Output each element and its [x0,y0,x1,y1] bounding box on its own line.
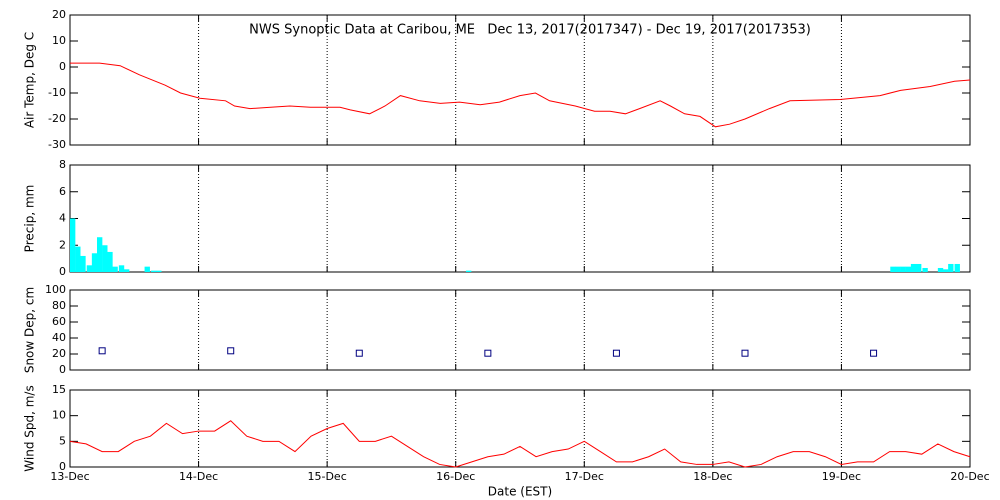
bar [97,237,103,272]
x-tick-label: 17-Dec [565,470,604,483]
x-tick-label: 14-Dec [179,470,218,483]
bar [102,245,108,272]
x-axis-label: Date (EST) [488,485,552,499]
y-tick-label: 40 [52,331,66,344]
y-tick-label: 2 [59,238,66,251]
bar [80,255,86,272]
y-tick-label: -30 [48,138,66,151]
y-tick-label: 100 [45,283,66,296]
x-tick-label: 16-Dec [436,470,475,483]
plot-frame [69,389,971,468]
bar [910,263,917,272]
bar [895,266,901,272]
y-axis-label: Snow Dep, cm [23,287,37,373]
plot-frame [69,164,971,273]
bar [91,253,98,272]
point [355,349,363,357]
point [227,347,235,355]
plot-frame [69,289,971,371]
bar [890,266,896,272]
bar [916,263,922,272]
y-tick-label: 10 [52,409,66,422]
y-tick-label: 15 [52,383,66,396]
y-tick-label: 4 [59,212,66,225]
bar [124,269,130,272]
y-tick-label: 20 [52,347,66,360]
bar [86,265,93,272]
y-tick-label: 6 [59,185,66,198]
point [741,349,749,357]
y-tick-label: -20 [48,112,66,125]
x-tick-label: 18-Dec [693,470,732,483]
y-tick-label: 0 [59,265,66,278]
point [870,349,878,357]
bar [151,270,157,272]
point [612,349,620,357]
y-tick-label: -10 [48,86,66,99]
bar [905,266,912,272]
bar [943,269,949,272]
y-tick-label: 20 [52,8,66,21]
y-tick-label: 0 [59,363,66,376]
bar [144,266,150,272]
y-tick-label: 5 [59,434,66,447]
bar [156,270,162,272]
bar [75,246,81,272]
y-tick-label: 0 [59,460,66,473]
y-axis-label: Wind Spd, m/s [23,385,37,471]
y-axis-label: Air Temp, Deg C [23,32,37,128]
bar [70,218,76,272]
y-tick-label: 10 [52,34,66,47]
line [69,420,971,468]
point [484,349,492,357]
y-tick-label: 60 [52,315,66,328]
point [98,347,106,355]
bar [118,265,125,272]
y-tick-label: 80 [52,299,66,312]
bar [466,270,472,272]
x-tick-label: 13-Dec [50,470,89,483]
x-tick-label: 19-Dec [822,470,861,483]
bar [922,267,928,272]
line [70,62,971,128]
y-axis-label: Precip, mm [23,185,37,253]
x-tick-label: 20-Dec [950,470,989,483]
chart-title: NWS Synoptic Data at Caribou, ME Dec 13,… [249,23,811,38]
bar [937,267,944,272]
x-tick-label: 15-Dec [308,470,347,483]
bar [948,263,954,272]
bar [954,263,960,272]
bar [112,266,118,272]
y-tick-label: 0 [59,60,66,73]
bar [900,266,906,272]
bar [107,251,113,272]
y-tick-label: 8 [59,158,66,171]
